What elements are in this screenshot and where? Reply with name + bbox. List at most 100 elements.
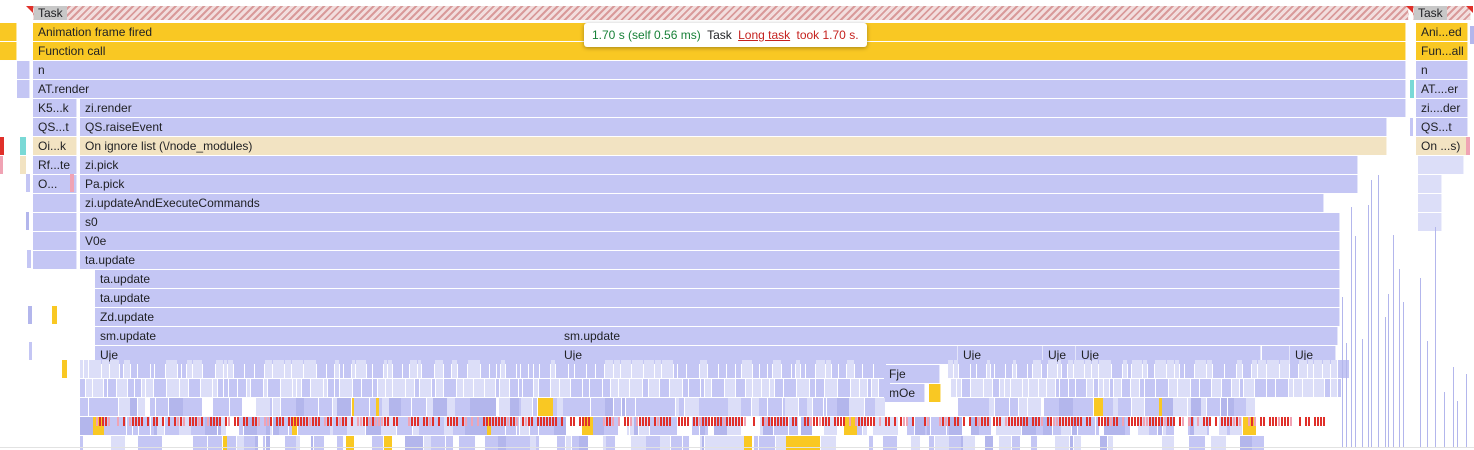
flame-frame[interactable] — [458, 360, 467, 378]
flame-frame[interactable] — [611, 379, 618, 397]
flame-frame[interactable] — [281, 379, 292, 397]
flame-frame[interactable] — [401, 398, 411, 416]
flame-frame[interactable] — [670, 379, 682, 397]
flame-frame[interactable] — [970, 398, 975, 416]
flame-frame[interactable] — [415, 379, 419, 397]
flame-frame[interactable] — [330, 417, 333, 435]
flame-frame[interactable] — [1087, 379, 1093, 397]
flame-frame[interactable] — [961, 436, 963, 450]
flame-frame[interactable] — [863, 417, 867, 435]
flame-frame[interactable] — [1314, 379, 1324, 397]
flame-frame[interactable] — [860, 379, 867, 397]
flame-frame[interactable]: QS.raiseEvent — [80, 118, 1387, 136]
flame-frame[interactable]: ta.update — [95, 270, 1340, 288]
flame-frame[interactable] — [845, 398, 849, 416]
flame-frame[interactable] — [1191, 398, 1201, 416]
flame-frame[interactable] — [678, 360, 686, 378]
flame-frame[interactable] — [604, 417, 613, 435]
flame-frame[interactable] — [353, 379, 361, 397]
flame-frame[interactable] — [1039, 379, 1046, 397]
flame-frame[interactable]: s0 — [80, 213, 1340, 231]
flame-frame[interactable] — [626, 398, 635, 416]
flame-frame[interactable] — [234, 360, 244, 378]
flame-frame[interactable] — [319, 398, 332, 416]
flame-frame[interactable] — [1225, 360, 1236, 378]
flame-frame[interactable] — [1053, 417, 1061, 435]
flame-frame[interactable] — [782, 360, 791, 378]
flame-frame[interactable] — [770, 379, 774, 397]
flame-sliver[interactable] — [1466, 137, 1470, 155]
flame-frame[interactable] — [270, 398, 272, 416]
flame-frame[interactable] — [155, 360, 165, 378]
flame-frame[interactable] — [599, 398, 605, 416]
flame-frame[interactable] — [1290, 360, 1298, 378]
flame-frame[interactable]: QS...t — [33, 118, 77, 136]
flame-frame[interactable] — [138, 436, 149, 450]
flame-frame[interactable] — [801, 360, 805, 378]
flame-frame[interactable] — [1090, 398, 1093, 416]
flame-frame[interactable] — [734, 436, 744, 450]
flame-sliver[interactable] — [26, 212, 29, 230]
flame-frame[interactable] — [237, 436, 244, 450]
flame-frame[interactable] — [1076, 379, 1086, 397]
flame-frame[interactable] — [862, 398, 864, 416]
flame-frame[interactable] — [648, 398, 662, 416]
flame-frame[interactable] — [104, 417, 119, 435]
flame-frame[interactable] — [397, 417, 403, 435]
flame-frame[interactable] — [1299, 360, 1307, 378]
flame-frame[interactable] — [883, 436, 897, 450]
flame-frame[interactable] — [971, 379, 983, 397]
flame-frame[interactable] — [403, 360, 409, 378]
flame-frame[interactable] — [995, 398, 1007, 416]
flame-frame[interactable] — [705, 379, 711, 397]
flame-frame[interactable] — [606, 436, 615, 450]
flame-frame[interactable] — [111, 436, 125, 450]
flame-frame[interactable] — [406, 379, 414, 397]
flame-frame[interactable] — [971, 360, 976, 378]
flame-frame[interactable] — [533, 398, 537, 416]
flame-frame[interactable] — [1078, 417, 1080, 435]
flame-frame[interactable] — [285, 360, 291, 378]
flame-frame[interactable] — [1094, 379, 1098, 397]
flame-frame[interactable] — [119, 417, 126, 435]
flame-frame[interactable] — [1006, 360, 1012, 378]
flame-frame[interactable] — [185, 417, 191, 435]
flame-frame[interactable] — [216, 360, 223, 378]
flame-frame[interactable] — [273, 360, 284, 378]
flame-frame[interactable] — [1005, 379, 1010, 397]
flame-frame[interactable] — [1013, 360, 1016, 378]
flame-frame[interactable] — [725, 379, 735, 397]
flame-frame[interactable] — [736, 379, 745, 397]
flame-frame[interactable] — [987, 360, 990, 378]
flame-frame[interactable] — [213, 398, 221, 416]
flame-frame[interactable] — [977, 360, 986, 378]
flame-frame[interactable] — [340, 379, 352, 397]
flame-frame[interactable] — [674, 360, 677, 378]
flame-frame[interactable] — [999, 436, 1009, 450]
flame-frame[interactable] — [1036, 417, 1043, 435]
flame-frame[interactable] — [1148, 360, 1154, 378]
flame-frame[interactable] — [354, 398, 367, 416]
flame-frame[interactable] — [553, 398, 557, 416]
flame-frame[interactable] — [792, 360, 795, 378]
flame-frame[interactable] — [1201, 436, 1205, 450]
flame-frame[interactable] — [1162, 398, 1173, 416]
flame-frame[interactable] — [614, 398, 621, 416]
flame-frame[interactable] — [378, 379, 385, 397]
flame-frame[interactable] — [256, 398, 270, 416]
flame-frame[interactable] — [120, 360, 123, 378]
flame-frame[interactable] — [839, 360, 846, 378]
flame-frame[interactable] — [995, 360, 1005, 378]
flame-frame[interactable] — [1240, 379, 1243, 397]
flame-frame[interactable] — [596, 360, 604, 378]
flame-frame[interactable] — [413, 417, 419, 435]
flame-frame[interactable] — [527, 436, 530, 450]
flame-frame[interactable] — [540, 360, 550, 378]
flame-frame[interactable] — [218, 417, 221, 435]
flame-frame[interactable] — [203, 360, 215, 378]
flame-frame[interactable] — [464, 379, 473, 397]
flame-frame[interactable] — [874, 360, 886, 378]
flame-frame[interactable] — [1227, 417, 1230, 435]
flame-frame[interactable] — [422, 360, 434, 378]
flame-frame[interactable] — [285, 436, 296, 450]
